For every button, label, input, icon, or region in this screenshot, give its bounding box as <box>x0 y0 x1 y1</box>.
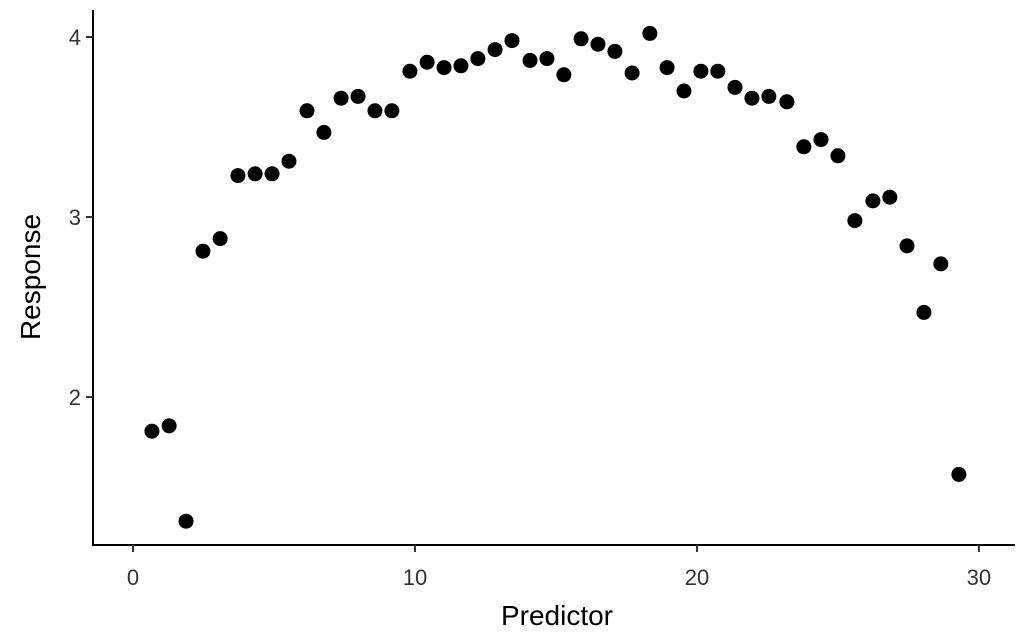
point <box>951 466 967 482</box>
point <box>933 256 949 272</box>
point <box>676 83 692 99</box>
point <box>247 166 263 182</box>
x-axis-title: Predictor <box>501 600 613 631</box>
x-tick-label: 10 <box>403 565 427 590</box>
point <box>281 153 297 169</box>
x-tick-label: 20 <box>685 565 709 590</box>
y-tick-label: 3 <box>69 205 81 230</box>
point <box>847 213 863 229</box>
point <box>316 124 332 140</box>
point <box>504 33 520 49</box>
point <box>436 60 452 76</box>
point <box>402 63 418 79</box>
point <box>539 51 555 67</box>
point <box>178 513 194 529</box>
point <box>590 36 606 52</box>
point <box>642 25 658 41</box>
point <box>350 88 366 104</box>
point <box>264 166 280 182</box>
point <box>419 54 435 70</box>
point <box>212 231 228 247</box>
point <box>487 42 503 58</box>
point <box>453 58 469 74</box>
point <box>470 51 486 67</box>
point <box>813 132 829 148</box>
point <box>384 103 400 119</box>
point <box>522 52 538 68</box>
point <box>573 31 589 47</box>
point <box>607 43 623 59</box>
x-tick-label: 30 <box>967 565 991 590</box>
point <box>916 304 932 320</box>
point <box>744 90 760 106</box>
y-tick-label: 4 <box>69 25 81 50</box>
point <box>761 88 777 104</box>
point <box>556 67 572 83</box>
point <box>624 65 640 81</box>
point <box>659 60 675 76</box>
point <box>693 63 709 79</box>
point <box>865 193 881 209</box>
point <box>333 90 349 106</box>
point <box>779 94 795 110</box>
point <box>161 418 177 434</box>
point <box>899 238 915 254</box>
x-tick-label: 0 <box>127 565 139 590</box>
point <box>230 168 246 184</box>
point <box>367 103 383 119</box>
point <box>144 423 160 439</box>
point <box>710 63 726 79</box>
point <box>796 139 812 155</box>
point <box>882 189 898 205</box>
y-axis-title: Response <box>15 214 46 340</box>
point <box>727 79 743 95</box>
point <box>830 148 846 164</box>
point <box>195 243 211 259</box>
point <box>299 103 315 119</box>
y-tick-label: 2 <box>69 385 81 410</box>
